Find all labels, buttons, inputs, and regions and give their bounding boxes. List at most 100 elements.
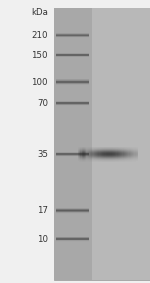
FancyBboxPatch shape bbox=[118, 153, 119, 154]
FancyBboxPatch shape bbox=[83, 156, 84, 157]
FancyBboxPatch shape bbox=[90, 149, 91, 150]
FancyBboxPatch shape bbox=[80, 149, 82, 150]
FancyBboxPatch shape bbox=[120, 148, 121, 149]
FancyBboxPatch shape bbox=[125, 157, 126, 158]
FancyBboxPatch shape bbox=[92, 154, 94, 155]
FancyBboxPatch shape bbox=[116, 149, 118, 150]
FancyBboxPatch shape bbox=[110, 160, 112, 161]
FancyBboxPatch shape bbox=[120, 152, 121, 153]
FancyBboxPatch shape bbox=[56, 237, 88, 238]
FancyBboxPatch shape bbox=[122, 148, 124, 149]
FancyBboxPatch shape bbox=[133, 153, 134, 154]
FancyBboxPatch shape bbox=[92, 157, 94, 158]
FancyBboxPatch shape bbox=[118, 147, 119, 148]
FancyBboxPatch shape bbox=[106, 147, 107, 148]
FancyBboxPatch shape bbox=[107, 159, 108, 160]
FancyBboxPatch shape bbox=[108, 153, 109, 154]
FancyBboxPatch shape bbox=[120, 154, 121, 155]
FancyBboxPatch shape bbox=[86, 150, 88, 151]
FancyBboxPatch shape bbox=[114, 152, 115, 153]
FancyBboxPatch shape bbox=[107, 149, 108, 150]
FancyBboxPatch shape bbox=[126, 151, 127, 152]
FancyBboxPatch shape bbox=[100, 153, 101, 154]
FancyBboxPatch shape bbox=[97, 157, 98, 158]
FancyBboxPatch shape bbox=[91, 155, 92, 156]
FancyBboxPatch shape bbox=[136, 153, 137, 154]
FancyBboxPatch shape bbox=[96, 156, 97, 157]
FancyBboxPatch shape bbox=[85, 155, 86, 156]
FancyBboxPatch shape bbox=[82, 158, 83, 159]
FancyBboxPatch shape bbox=[127, 152, 128, 153]
FancyBboxPatch shape bbox=[98, 148, 100, 149]
FancyBboxPatch shape bbox=[125, 152, 126, 153]
FancyBboxPatch shape bbox=[103, 157, 104, 158]
FancyBboxPatch shape bbox=[121, 160, 122, 161]
FancyBboxPatch shape bbox=[132, 155, 133, 156]
Text: 17: 17 bbox=[37, 206, 48, 215]
Text: 150: 150 bbox=[32, 51, 48, 60]
FancyBboxPatch shape bbox=[88, 154, 89, 155]
FancyBboxPatch shape bbox=[106, 158, 107, 159]
FancyBboxPatch shape bbox=[134, 157, 136, 158]
FancyBboxPatch shape bbox=[125, 155, 126, 156]
FancyBboxPatch shape bbox=[86, 157, 88, 158]
FancyBboxPatch shape bbox=[133, 149, 134, 150]
FancyBboxPatch shape bbox=[114, 156, 115, 157]
FancyBboxPatch shape bbox=[56, 240, 88, 241]
FancyBboxPatch shape bbox=[131, 156, 132, 157]
FancyBboxPatch shape bbox=[56, 103, 88, 104]
Text: 70: 70 bbox=[37, 99, 48, 108]
FancyBboxPatch shape bbox=[103, 154, 104, 155]
FancyBboxPatch shape bbox=[120, 159, 121, 160]
FancyBboxPatch shape bbox=[109, 147, 110, 148]
FancyBboxPatch shape bbox=[107, 158, 108, 159]
FancyBboxPatch shape bbox=[108, 151, 109, 152]
FancyBboxPatch shape bbox=[92, 159, 94, 160]
FancyBboxPatch shape bbox=[108, 155, 109, 156]
FancyBboxPatch shape bbox=[92, 148, 94, 149]
FancyBboxPatch shape bbox=[94, 154, 95, 155]
FancyBboxPatch shape bbox=[95, 156, 96, 157]
FancyBboxPatch shape bbox=[98, 157, 100, 158]
FancyBboxPatch shape bbox=[78, 153, 79, 154]
FancyBboxPatch shape bbox=[110, 158, 112, 159]
FancyBboxPatch shape bbox=[97, 159, 98, 160]
FancyBboxPatch shape bbox=[132, 154, 133, 155]
FancyBboxPatch shape bbox=[113, 147, 114, 148]
FancyBboxPatch shape bbox=[121, 153, 122, 154]
FancyBboxPatch shape bbox=[56, 34, 88, 35]
FancyBboxPatch shape bbox=[124, 153, 125, 154]
FancyBboxPatch shape bbox=[110, 159, 112, 160]
FancyBboxPatch shape bbox=[89, 154, 90, 155]
FancyBboxPatch shape bbox=[118, 151, 119, 152]
FancyBboxPatch shape bbox=[136, 156, 137, 157]
FancyBboxPatch shape bbox=[120, 157, 121, 158]
FancyBboxPatch shape bbox=[82, 147, 83, 148]
FancyBboxPatch shape bbox=[127, 149, 128, 150]
FancyBboxPatch shape bbox=[107, 152, 108, 153]
FancyBboxPatch shape bbox=[84, 153, 85, 154]
FancyBboxPatch shape bbox=[89, 155, 90, 156]
FancyBboxPatch shape bbox=[115, 148, 116, 149]
FancyBboxPatch shape bbox=[126, 157, 127, 158]
FancyBboxPatch shape bbox=[121, 158, 122, 159]
FancyBboxPatch shape bbox=[116, 158, 118, 159]
FancyBboxPatch shape bbox=[137, 156, 138, 157]
FancyBboxPatch shape bbox=[91, 158, 92, 159]
FancyBboxPatch shape bbox=[115, 151, 116, 152]
FancyBboxPatch shape bbox=[119, 152, 120, 153]
FancyBboxPatch shape bbox=[132, 152, 133, 153]
FancyBboxPatch shape bbox=[54, 8, 150, 280]
FancyBboxPatch shape bbox=[130, 148, 131, 149]
FancyBboxPatch shape bbox=[109, 159, 110, 160]
FancyBboxPatch shape bbox=[95, 155, 96, 156]
FancyBboxPatch shape bbox=[132, 151, 133, 152]
FancyBboxPatch shape bbox=[113, 154, 114, 155]
Text: 10: 10 bbox=[37, 235, 48, 244]
FancyBboxPatch shape bbox=[114, 149, 115, 150]
FancyBboxPatch shape bbox=[56, 153, 88, 154]
FancyBboxPatch shape bbox=[98, 155, 100, 156]
FancyBboxPatch shape bbox=[118, 155, 119, 156]
FancyBboxPatch shape bbox=[115, 149, 116, 150]
FancyBboxPatch shape bbox=[56, 155, 88, 156]
